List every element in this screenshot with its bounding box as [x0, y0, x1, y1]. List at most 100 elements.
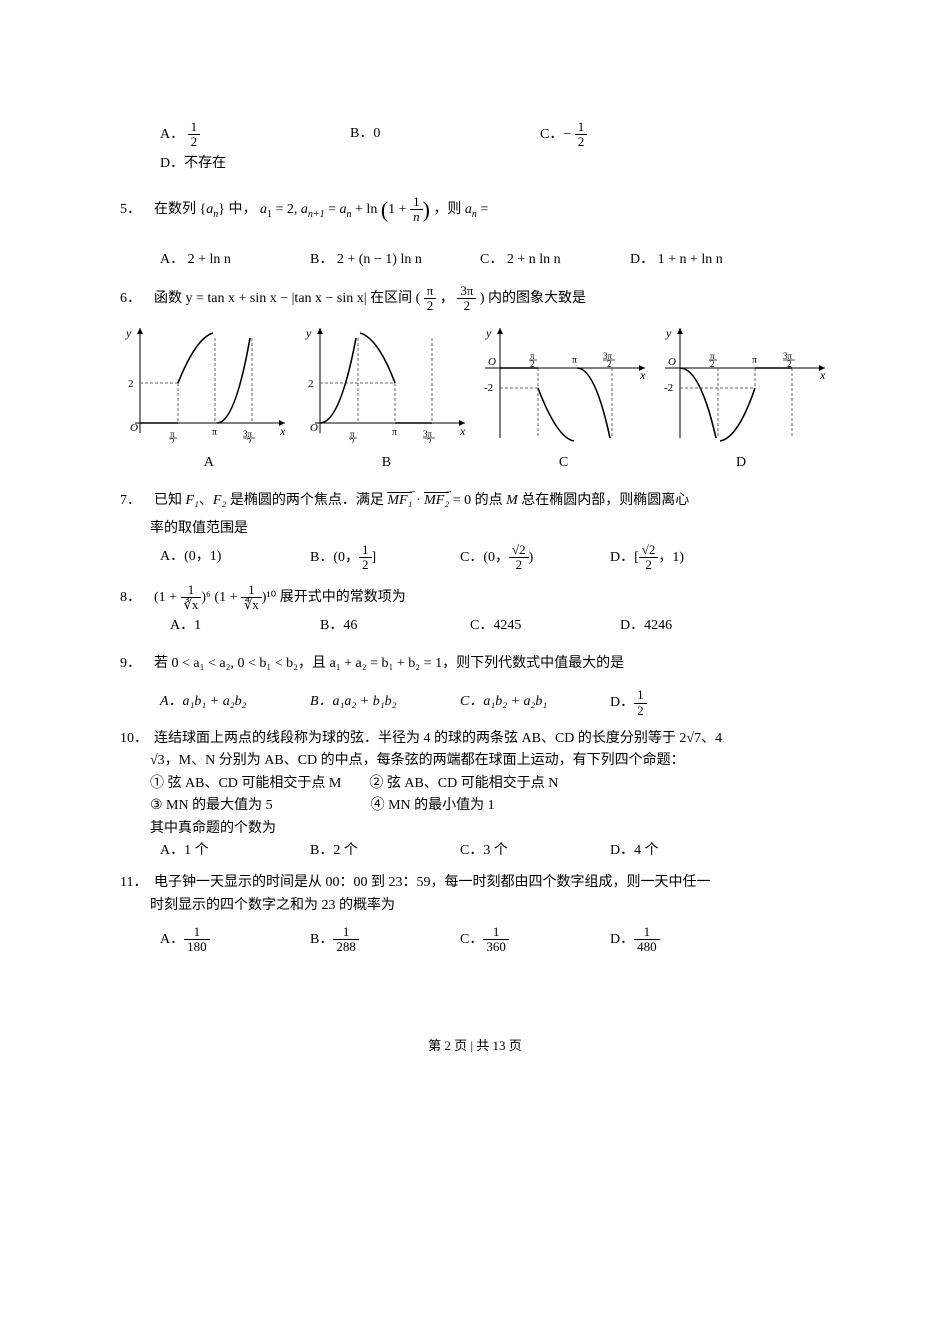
- fraction: 12: [188, 120, 201, 150]
- svg-text:y: y: [485, 326, 492, 340]
- svg-text:y: y: [665, 326, 672, 340]
- q11-options: A．1180 B．1288 C．1360 D．1480: [160, 925, 830, 955]
- q9-options: A．a₁b₁ + a₂b₂ B．a₁a₂ + b₁b₂ C．a₁b₂ + a₂b…: [160, 688, 830, 718]
- q5: 5． 在数列 {an} 中， a1 = 2, an+1 = an + ln (1…: [120, 188, 830, 274]
- svg-text:π: π: [572, 355, 577, 366]
- q6: 6． 函数 y = tan x + sin x − |tan x − sin x…: [120, 284, 830, 478]
- q8-text: (1 + 1∛x)⁶ (1 + 1∜x)¹⁰ 展开式中的常数项为: [154, 583, 406, 613]
- q9-text: 若 0 < a₁ < a₂, 0 < b₁ < b₂，且 a₁ + a₂ = b…: [154, 650, 624, 678]
- q11-opt-c: C．1360: [460, 925, 610, 955]
- q7-opt-a: A．(0，1): [160, 543, 310, 573]
- q4-opt-d: D．不存在: [160, 150, 310, 178]
- q11-opt-b: B．1288: [310, 925, 460, 955]
- q4-opt-c: C．− 12: [540, 120, 690, 150]
- q6-graphs: O y x 2 π2 π 3π2 O y x: [120, 323, 830, 443]
- svg-text:x: x: [279, 424, 286, 438]
- label: D．不存在: [160, 156, 226, 171]
- label: A．: [160, 127, 184, 142]
- svg-text:x: x: [459, 424, 466, 438]
- label-c: C: [559, 449, 568, 477]
- svg-text:2: 2: [128, 378, 134, 390]
- q6-graph-labels: A B C D: [120, 449, 830, 477]
- q10-l3: ① 弦 AB、CD 可能相交于点 M ② 弦 AB、CD 可能相交于点 N: [150, 773, 830, 795]
- q5-opt-c: C． 2 + n ln n: [480, 246, 630, 274]
- q8-opt-d: D．4246: [620, 612, 770, 640]
- q9-opt-b: B．a₁a₂ + b₁b₂: [310, 688, 460, 718]
- graph-b: O y x 2 π2 π 3π2: [300, 323, 470, 443]
- q10-options: A．1 个 B．2 个 C．3 个 D．4 个: [160, 840, 830, 862]
- q6-num: 6．: [120, 285, 154, 313]
- svg-text:x: x: [819, 368, 826, 382]
- svg-text:-2: -2: [664, 382, 673, 394]
- q7-opt-b: B．(0，12]: [310, 543, 460, 573]
- q9-opt-c: C．a₁b₂ + a₂b₁: [460, 688, 610, 718]
- q5-opt-a: A． 2 + ln n: [160, 246, 310, 274]
- q11: 11． 电子钟一天显示的时间是从 00：00 到 23：59，每一时刻都由四个数…: [120, 872, 830, 954]
- label-a: A: [204, 449, 214, 477]
- page-footer: 第 2 页 | 共 13 页: [120, 1035, 830, 1054]
- q7-line2: 率的取值范围是: [150, 515, 830, 543]
- graph-a: O y x 2 π2 π 3π2: [120, 323, 290, 443]
- svg-text:2: 2: [530, 359, 535, 369]
- q5-opt-d: D． 1 + n + ln n: [630, 246, 780, 274]
- fraction: 12: [575, 120, 588, 150]
- q10-opt-d: D．4 个: [610, 840, 760, 862]
- svg-text:x: x: [639, 368, 646, 382]
- q8-opt-c: C．4245: [470, 612, 620, 640]
- q11-opt-d: D．1480: [610, 925, 760, 955]
- q8: 8． (1 + 1∛x)⁶ (1 + 1∜x)¹⁰ 展开式中的常数项为 A．1 …: [120, 583, 830, 641]
- svg-text:-2: -2: [484, 382, 493, 394]
- q7-text: 已知 F₁、F₂ 是椭圆的两个焦点．满足 MF₁→ · MF₂→ = 0 的点 …: [154, 487, 689, 515]
- q10-opt-a: A．1 个: [160, 840, 310, 862]
- svg-text:π: π: [392, 427, 397, 438]
- svg-text:π: π: [212, 427, 217, 438]
- q10-l1: 连结球面上两点的线段称为球的弦．半径为 4 的球的两条弦 AB、CD 的长度分别…: [154, 728, 722, 750]
- q10-opt-c: C．3 个: [460, 840, 610, 862]
- q10-l4: ③ MN 的最大值为 5 ④ MN 的最小值为 1: [150, 795, 830, 817]
- q9: 9． 若 0 < a₁ < a₂, 0 < b₁ < b₂，且 a₁ + a₂ …: [120, 650, 830, 718]
- q5-num: 5．: [120, 196, 154, 224]
- q7-opt-c: C．(0，√22): [460, 543, 610, 573]
- svg-text:y: y: [125, 326, 132, 340]
- q5-opt-b: B． 2 + (n − 1) ln n: [310, 246, 480, 274]
- q10-num: 10．: [120, 728, 154, 750]
- svg-text:O: O: [130, 422, 138, 434]
- q6-text: 函数 y = tan x + sin x − |tan x − sin x| 在…: [154, 284, 586, 314]
- q7-num: 7．: [120, 487, 154, 515]
- q9-opt-a: A．a₁b₁ + a₂b₂: [160, 688, 310, 718]
- graph-d: O y x -2 π2 π 3π2: [660, 323, 830, 443]
- q9-opt-d: D．12: [610, 688, 760, 718]
- q11-l2: 时刻显示的四个数字之和为 23 的概率为: [150, 895, 830, 917]
- q7-options: A．(0，1) B．(0，12] C．(0，√22) D．[√22，1): [160, 543, 830, 573]
- q8-num: 8．: [120, 584, 154, 612]
- q4-opt-a: A． 12: [160, 120, 310, 150]
- q9-num: 9．: [120, 650, 154, 678]
- label: B．0: [350, 126, 380, 141]
- svg-text:2: 2: [308, 378, 314, 390]
- q4-opt-b: B．0: [350, 120, 500, 150]
- svg-text:O: O: [488, 356, 496, 368]
- q10: 10． 连结球面上两点的线段称为球的弦．半径为 4 的球的两条弦 AB、CD 的…: [120, 728, 830, 862]
- q10-l5: 其中真命题的个数为: [150, 818, 830, 840]
- q4-options: A． 12 B．0 C．− 12 D．不存在: [160, 120, 830, 178]
- svg-text:2: 2: [607, 359, 612, 369]
- q10-opt-b: B．2 个: [310, 840, 460, 862]
- q8-opt-b: B．46: [320, 612, 470, 640]
- svg-text:π: π: [752, 355, 757, 366]
- q7: 7． 已知 F₁、F₂ 是椭圆的两个焦点．满足 MF₁→ · MF₂→ = 0 …: [120, 487, 830, 573]
- q11-l1: 电子钟一天显示的时间是从 00：00 到 23：59，每一时刻都由四个数字组成，…: [154, 872, 711, 894]
- q7-opt-d: D．[√22，1): [610, 543, 760, 573]
- exam-page: A． 12 B．0 C．− 12 D．不存在 5． 在数列 {an} 中， a1…: [0, 0, 950, 1094]
- svg-text:O: O: [310, 422, 318, 434]
- svg-text:2: 2: [710, 359, 715, 369]
- q5-options: A． 2 + ln n B． 2 + (n − 1) ln n C． 2 + n…: [160, 246, 830, 274]
- label-d: D: [736, 449, 746, 477]
- q11-num: 11．: [120, 872, 154, 894]
- q5-text: 在数列 {an} 中， a1 = 2, an+1 = an + ln (1 + …: [154, 188, 488, 232]
- svg-text:y: y: [305, 326, 312, 340]
- svg-text:2: 2: [787, 359, 792, 369]
- label-b: B: [382, 449, 391, 477]
- q11-opt-a: A．1180: [160, 925, 310, 955]
- svg-text:O: O: [668, 356, 676, 368]
- q8-opt-a: A．1: [170, 612, 320, 640]
